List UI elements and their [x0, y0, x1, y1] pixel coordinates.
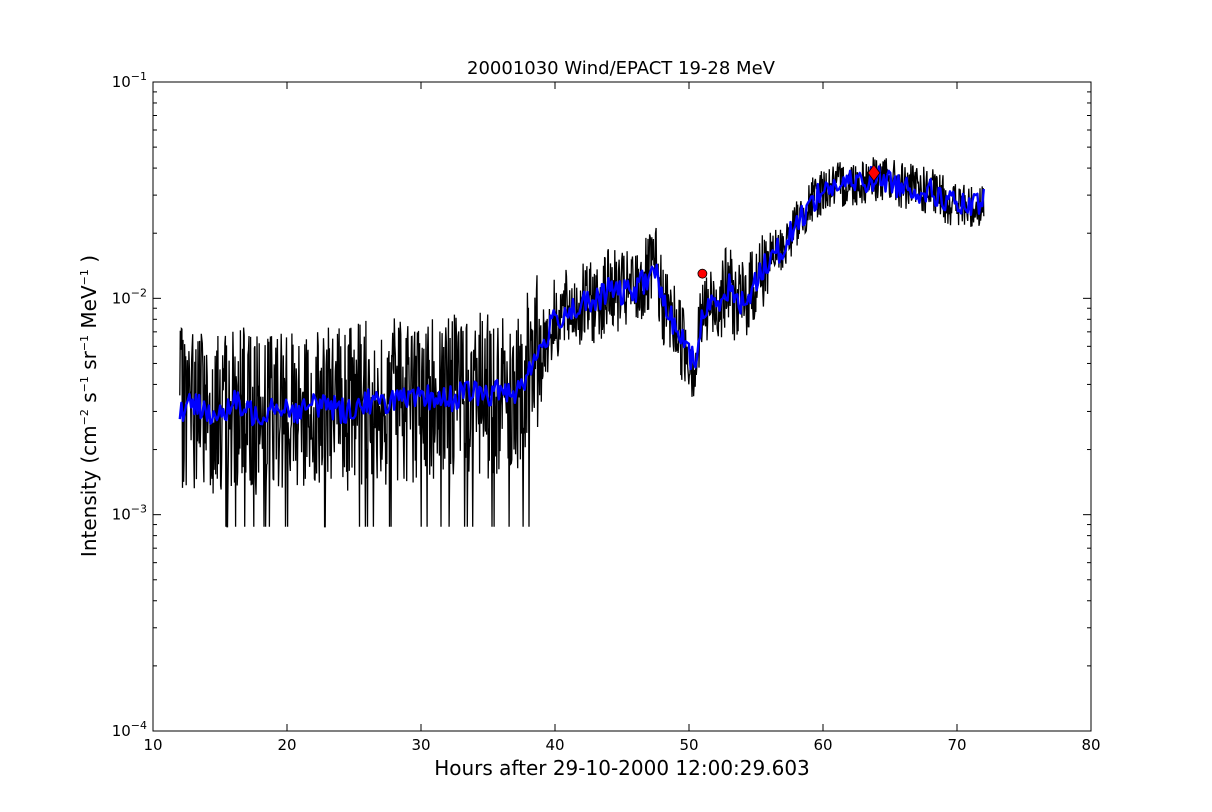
y-tick-label: 10−4	[112, 719, 147, 740]
chart-title: 20001030 Wind/EPACT 19-28 MeV	[467, 58, 776, 79]
tick-marks	[152, 81, 1092, 732]
x-tick-label: 60	[813, 736, 832, 754]
x-tick-labels: 10 20 30 40 50 60 70 80	[143, 736, 1100, 754]
x-tick-label: 70	[947, 736, 966, 754]
y-tick-label: 10−2	[112, 286, 147, 307]
y-axis-label: Intensity (cm−2 s−1 sr−1 MeV−1 )	[77, 255, 101, 557]
raw-intensity-line	[179, 157, 985, 528]
x-tick-label: 80	[1081, 736, 1100, 754]
x-tick-label: 20	[277, 736, 296, 754]
x-axis-label: Hours after 29-10-2000 12:00:29.603	[434, 756, 810, 780]
y-tick-label: 10−3	[112, 503, 147, 524]
plot-frame	[152, 81, 1092, 732]
onset-marker-0	[697, 268, 708, 279]
y-tick-labels: 10−4 10−3 10−2 10−1	[112, 70, 147, 740]
x-tick-label: 50	[679, 736, 698, 754]
smoothed-intensity-line	[178, 165, 985, 427]
x-tick-label: 30	[411, 736, 430, 754]
smoothed-series-layer	[178, 165, 985, 427]
y-tick-label: 10−1	[112, 70, 147, 91]
peak-marker-1	[867, 164, 881, 182]
x-tick-label: 40	[545, 736, 564, 754]
marker-layer	[697, 164, 881, 279]
raw-series-layer	[179, 157, 985, 528]
x-tick-label: 10	[143, 736, 162, 754]
